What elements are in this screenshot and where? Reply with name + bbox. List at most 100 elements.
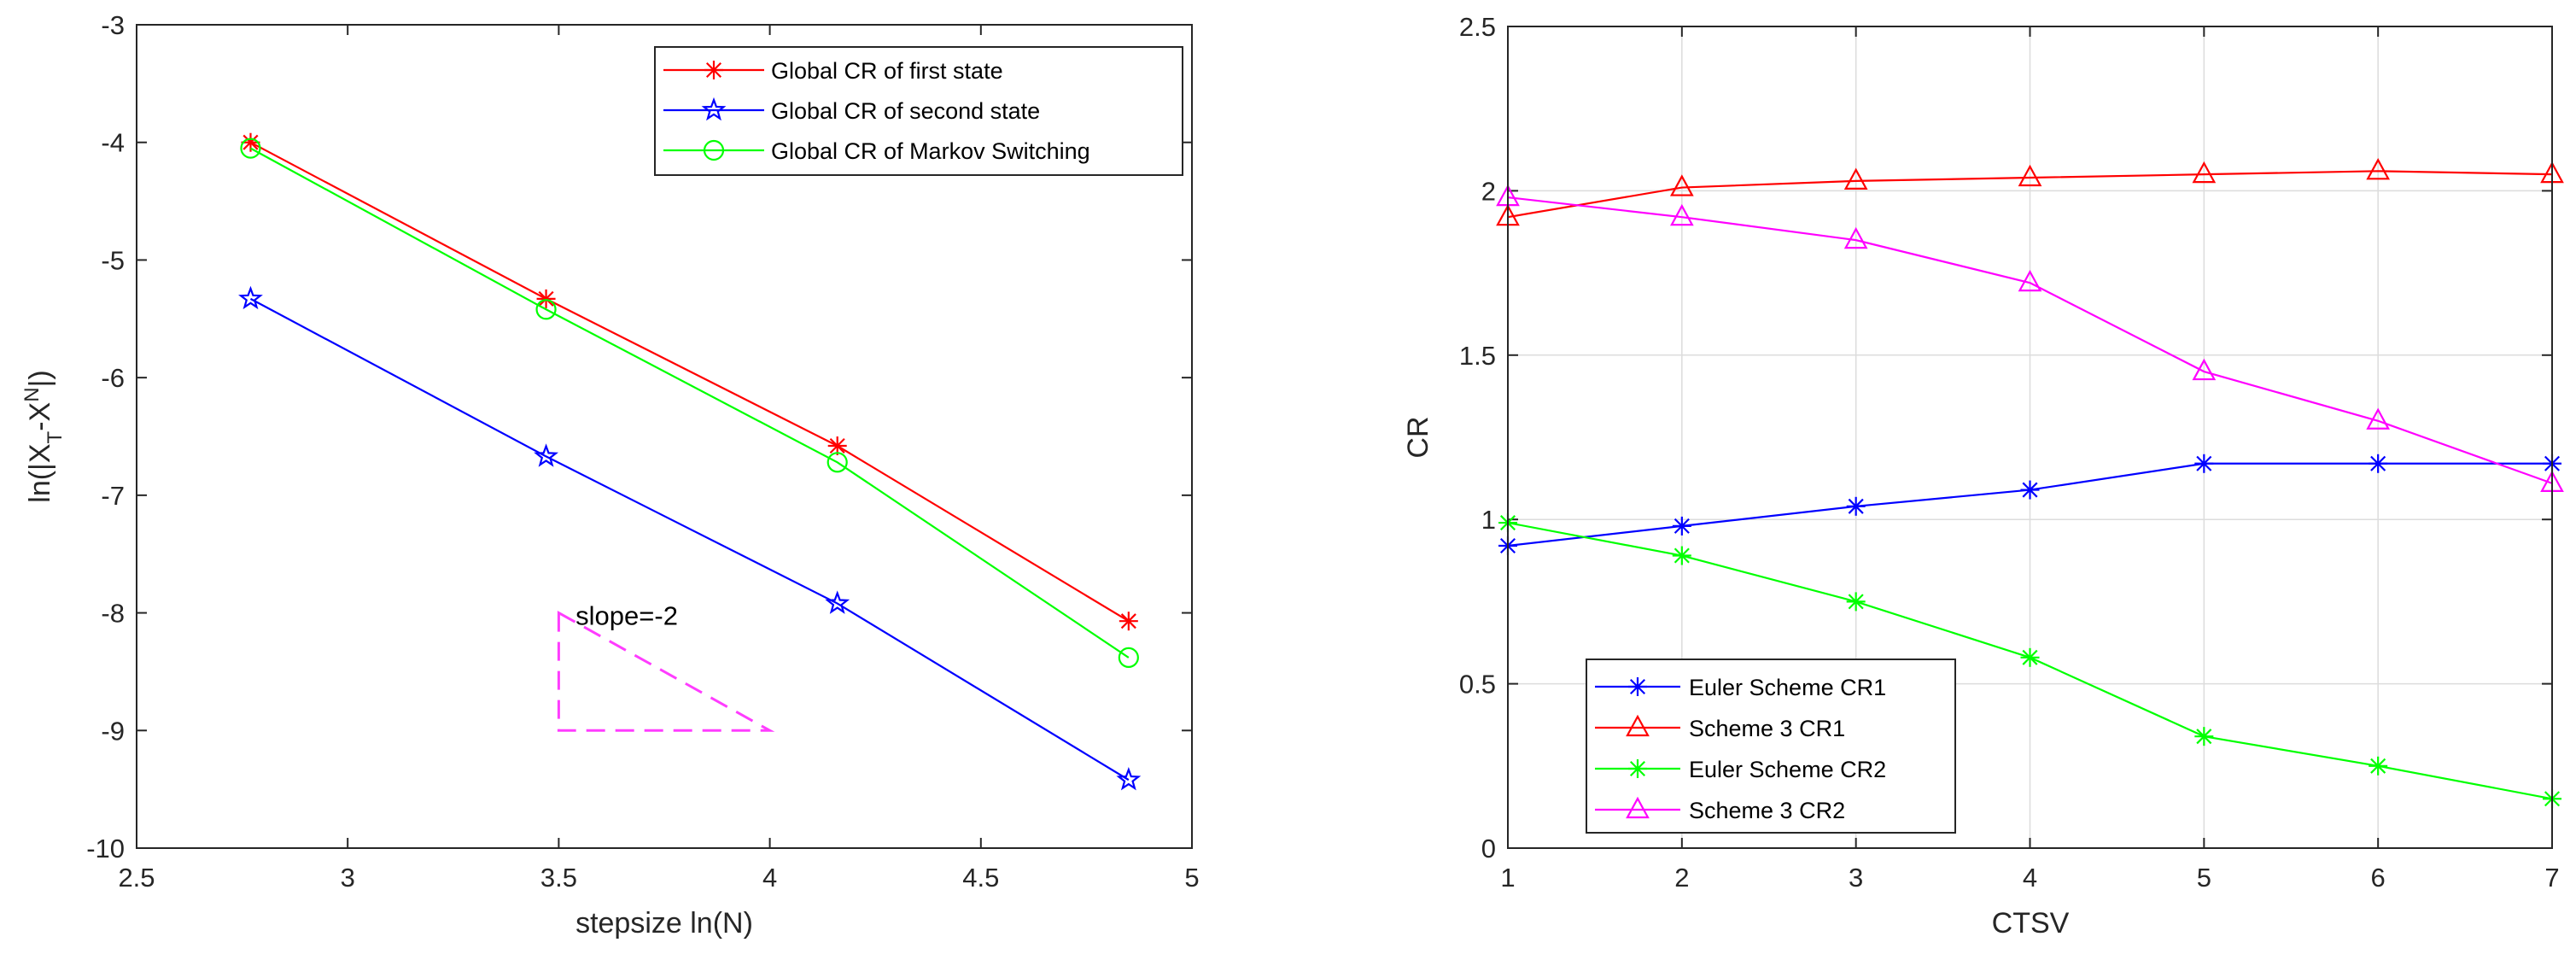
- right-x-tick-label: 4: [2023, 863, 2037, 893]
- right-legend-marker: [1628, 759, 1647, 778]
- left-y-label-sub: T: [44, 430, 67, 443]
- right-series-4-point: [1843, 226, 1868, 249]
- right-series-2-line: [1507, 170, 2553, 219]
- left-legend-label: Global CR of Markov Switching: [771, 138, 1090, 164]
- right-series-1-point: [1846, 496, 1866, 516]
- left-series-2-point: [825, 590, 850, 614]
- right-series-2-point: [2192, 161, 2217, 184]
- left-legend-marker: [703, 139, 725, 161]
- slope-label: slope=-2: [575, 600, 678, 630]
- left-y-label-part-b: -X: [24, 402, 56, 431]
- right-series-3-point: [1846, 592, 1866, 612]
- right-legend-marker: [1626, 714, 1650, 737]
- right-series-4-point: [2192, 358, 2217, 381]
- left-x-tick-label: 3.5: [540, 863, 577, 893]
- right-series-1-point: [2194, 454, 2214, 473]
- left-x-tick-label: 3: [341, 863, 355, 893]
- left-tick-labels: 2.5 3 3.5 4 4.5 5 -10 -9 -8 -7 -6 -5 -4 -3: [86, 10, 1199, 893]
- right-legend-label: Euler Scheme CR1: [1689, 675, 1886, 700]
- left-slope-annotation: slope=-2: [557, 600, 775, 732]
- right-legend-item: Euler Scheme CR2: [1595, 757, 1886, 782]
- left-series-3-line: [249, 147, 1130, 659]
- right-legend-box: [1586, 659, 1956, 834]
- right-x-tick-label: 6: [2371, 863, 2386, 893]
- left-legend-item: Global CR of Markov Switching: [663, 138, 1090, 164]
- right-y-tick-label: 1.5: [1459, 341, 1496, 371]
- right-series-layer: [1496, 158, 2564, 809]
- right-x-axis-label: CTSV: [1992, 907, 2070, 940]
- slope-triangle: [557, 611, 775, 732]
- left-y-tick-label: -4: [101, 128, 125, 158]
- right-y-tick-label: 2.5: [1459, 12, 1496, 42]
- right-y-tick-label: 2: [1481, 176, 1496, 206]
- right-series-4: [1496, 184, 2564, 492]
- right-legend-marker: [1626, 796, 1650, 819]
- left-series-1-line: [249, 141, 1130, 623]
- right-series-3-point: [2369, 756, 2388, 776]
- left-y-label-sup: N: [20, 387, 44, 401]
- left-series-3: [240, 138, 1139, 669]
- right-legend-items: Euler Scheme CR1 Scheme 3 CR1 Euler Scheme…: [1595, 675, 1886, 823]
- right-legend-item: Scheme 3 CR1: [1595, 714, 1845, 741]
- left-series-1-point: [1119, 612, 1138, 631]
- right-series-2: [1496, 158, 2564, 226]
- right-legend-label: Scheme 3 CR2: [1689, 798, 1845, 823]
- right-series-3-point: [2194, 727, 2214, 746]
- left-y-tick-label: -5: [101, 245, 125, 275]
- left-series-2-point: [534, 443, 558, 467]
- right-series-1-point: [2369, 454, 2388, 473]
- right-series-1-point: [1672, 516, 1691, 536]
- right-series-3-point: [2020, 647, 2040, 667]
- right-legend-label: Scheme 3 CR1: [1689, 716, 1845, 741]
- left-legend-label: Global CR of second state: [771, 98, 1040, 124]
- right-series-4-point: [1669, 203, 1694, 226]
- right-legend-item: Euler Scheme CR1: [1595, 675, 1886, 700]
- left-series-1-point: [536, 289, 556, 308]
- right-axes-box: [1507, 26, 2553, 849]
- left-legend-label: Global CR of first state: [771, 58, 1003, 84]
- left-legend-marker: [704, 61, 723, 79]
- right-x-tick-label: 2: [1674, 863, 1689, 893]
- left-series-3-point: [1118, 647, 1139, 669]
- right-series-2-point: [2018, 164, 2042, 187]
- left-x-tick-label: 5: [1184, 863, 1199, 893]
- left-y-label-part-a: ln(|X: [24, 443, 56, 502]
- left-series-layer: [238, 132, 1142, 791]
- right-series-4-line: [1507, 196, 2553, 484]
- left-y-axis-label: ln(|XT-XN|): [20, 370, 67, 502]
- left-y-tick-label: -10: [86, 834, 125, 863]
- left-y-tick-label: -9: [101, 716, 125, 746]
- right-series-2-point: [2366, 158, 2391, 180]
- left-y-tick-label: -8: [101, 599, 125, 629]
- right-tick-labels: 1 2 3 4 5 6 7 0 0.5 1 1.5 2 2.5: [1459, 12, 2560, 893]
- right-legend: Euler Scheme CR1 Scheme 3 CR1 Euler Scheme…: [1586, 659, 1956, 834]
- left-chart: 2.5 3 3.5 4 4.5 5 -10 -9 -8 -7 -6 -5 -4 -3 slope=-2 s…: [20, 10, 1200, 940]
- left-y-tick-label: -3: [101, 10, 125, 40]
- left-y-label-part-c: |): [24, 370, 56, 387]
- right-legend-item: Scheme 3 CR2: [1595, 796, 1845, 823]
- right-legend-marker: [1628, 677, 1647, 696]
- left-axes-box: [136, 24, 1193, 849]
- right-x-tick-label: 5: [2197, 863, 2211, 893]
- right-x-tick-label: 3: [1849, 863, 1863, 893]
- left-x-tick-label: 4.5: [962, 863, 999, 893]
- right-series-1-point: [2020, 480, 2040, 500]
- left-y-tick-label: -6: [101, 363, 125, 393]
- left-series-3-point: [240, 138, 261, 159]
- right-series-4-point: [2366, 407, 2391, 430]
- left-series-3-point: [535, 299, 557, 320]
- right-y-tick-label: 0: [1481, 834, 1496, 863]
- left-x-tick-label: 4: [762, 863, 777, 893]
- right-y-tick-label: 0.5: [1459, 670, 1496, 700]
- right-series-3-point: [1672, 546, 1691, 565]
- left-series-3-point: [827, 452, 848, 473]
- left-x-axis-label: stepsize ln(N): [575, 907, 753, 940]
- left-legend: Global CR of first state Global CR of sec…: [654, 46, 1183, 176]
- right-y-axis-label: CR: [1402, 416, 1434, 458]
- left-legend-item: Global CR of first state: [663, 58, 1003, 84]
- left-x-tick-label: 2.5: [118, 863, 155, 893]
- right-y-tick-label: 1: [1481, 505, 1496, 535]
- right-series-4-point: [2018, 269, 2042, 292]
- right-series-2-point: [1843, 167, 1868, 190]
